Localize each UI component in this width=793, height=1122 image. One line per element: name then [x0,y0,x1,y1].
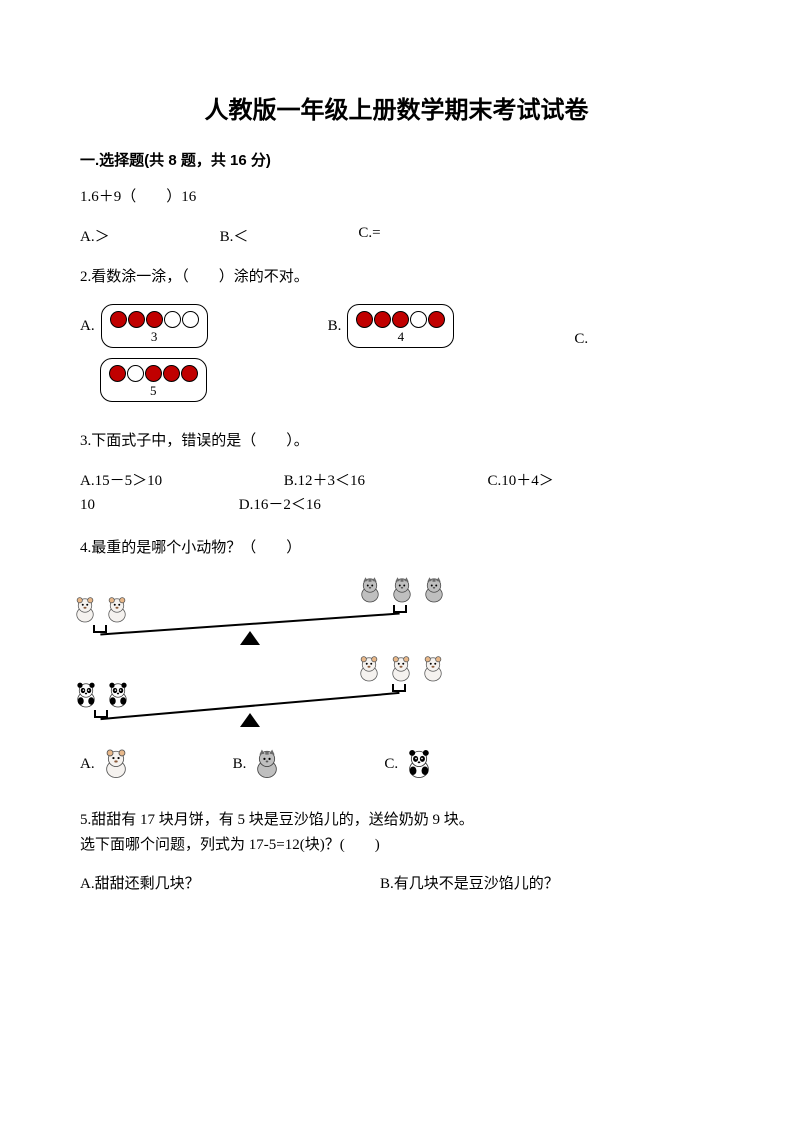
panda-icon [402,747,436,781]
empty-circle-icon [182,311,199,328]
seesaw-2 [90,657,410,727]
q2-option-c-label: C. [574,331,588,348]
q1-option-c: C.= [358,225,380,246]
q3-option-d: D.16－2＜16 [239,493,321,517]
q2-option-a-label: A. [80,318,95,335]
q2-option-b-box: 4 [347,304,454,348]
cat-icon [419,575,449,605]
q2-option-b: B. 4 [328,304,455,348]
q2-option-b-num: 4 [356,329,445,345]
question-3: 3.下面式子中，错误的是（ ）。 [80,430,713,453]
bear-icon [386,654,416,684]
question-4: 4.最重的是哪个小动物？（ ） [80,537,713,560]
cat-icon [355,575,385,605]
filled-circle-icon [110,311,127,328]
cat-icon [250,747,284,781]
q3-option-c: C.10＋4＞ [488,469,554,493]
bear-icon [102,595,132,625]
empty-circle-icon [164,311,181,328]
seesaw-1 [90,575,410,645]
q4-option-b-label: B. [233,756,247,773]
q4-option-b: B. [233,747,285,781]
filled-circle-icon [146,311,163,328]
panda-icon [103,680,133,710]
q4-seesaws [90,575,713,727]
bear-icon [354,654,384,684]
exam-page: 人教版一年级上册数学期末考试试卷 一.选择题(共 8 题，共 16 分) 1.6… [0,0,793,1122]
q4-option-a: A. [80,747,133,781]
fulcrum-icon [240,713,260,727]
q2-option-c: C. 5 [80,358,207,402]
filled-circle-icon [356,311,373,328]
filled-circle-icon [374,311,391,328]
q4-option-a-label: A. [80,756,95,773]
q2-options-row2: C. 5 [80,358,713,402]
q2-option-c-num: 5 [109,383,198,399]
q3-option-a: A.15－5＞10 [80,469,280,493]
bear-icon [99,747,133,781]
q2-option-c-box: 5 [100,358,207,402]
q1-option-a: A.＞ [80,225,110,246]
question-5-line1: 5.甜甜有 17 块月饼，有 5 块是豆沙馅儿的，送给奶奶 9 块。 [80,809,713,832]
q1-option-b: B.＜ [220,225,249,246]
q2-option-c-label-only: C. [574,331,594,348]
filled-circle-icon [128,311,145,328]
cat-icon [387,575,417,605]
panda-icon [71,680,101,710]
empty-circle-icon [127,365,144,382]
question-2: 2.看数涂一涂，（ ）涂的不对。 [80,266,713,289]
q5-option-b: B.有几块不是豆沙馅儿的？ [380,872,559,893]
fulcrum-icon [240,631,260,645]
q2-options-row1: A. 3 B. 4 C. [80,304,713,348]
filled-circle-icon [145,365,162,382]
q2-option-b-label: B. [328,318,342,335]
question-4-options: A. B. C. [80,747,713,781]
q3-option-b: B.12＋3＜16 [284,469,484,493]
question-1: 1.6＋9（ ）16 [80,186,713,209]
q2-option-a-num: 3 [110,329,199,345]
filled-circle-icon [428,311,445,328]
filled-circle-icon [109,365,126,382]
bear-icon [418,654,448,684]
empty-circle-icon [410,311,427,328]
bear-icon [70,595,100,625]
q4-option-c: C. [384,747,436,781]
filled-circle-icon [181,365,198,382]
question-5-options: A.甜甜还剩几块？ B.有几块不是豆沙馅儿的？ [80,872,713,893]
page-title: 人教版一年级上册数学期末考试试卷 [80,90,713,125]
q2-option-a: A. 3 [80,304,208,348]
question-3-options: A.15－5＞10 B.12＋3＜16 C.10＋4＞ 10 D.16－2＜16 [80,469,713,517]
q4-option-c-label: C. [384,756,398,773]
q5-option-a: A.甜甜还剩几块？ [80,872,380,893]
question-1-options: A.＞ B.＜ C.= [80,225,713,246]
section-1-header: 一.选择题(共 8 题，共 16 分) [80,149,713,170]
q3-option-c-cont: 10 [80,497,95,513]
question-5-line2: 选下面哪个问题，列式为 17-5=12(块)？( ) [80,834,713,857]
filled-circle-icon [163,365,180,382]
q2-option-a-box: 3 [101,304,208,348]
filled-circle-icon [392,311,409,328]
